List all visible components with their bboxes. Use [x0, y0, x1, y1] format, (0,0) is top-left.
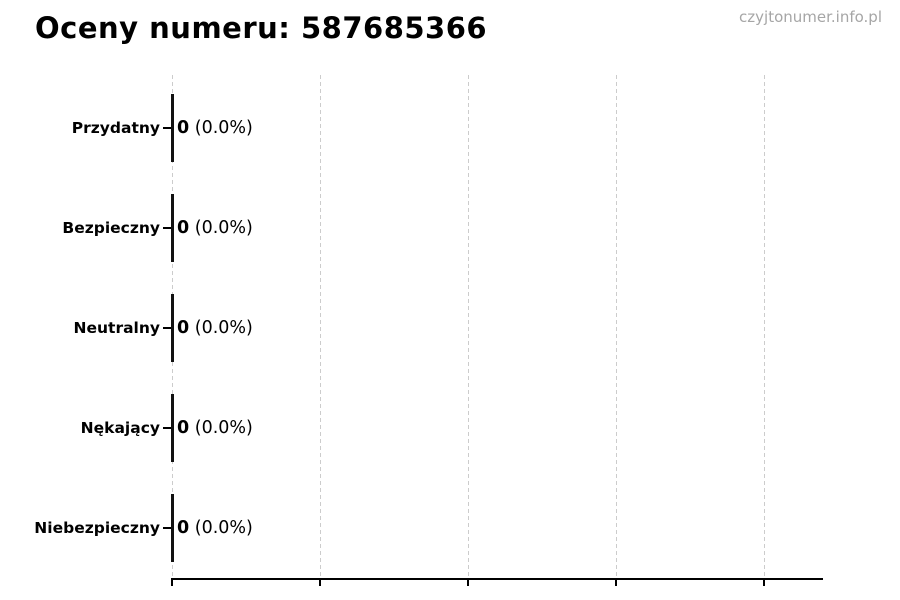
bar-value-percent: (0.0%): [189, 518, 253, 538]
x-axis-line: [171, 578, 823, 580]
x-axis-tick: [467, 580, 469, 586]
vertical-gridline: [615, 75, 617, 578]
bar-value-number: 0: [177, 118, 190, 138]
bar-value-label: 0 (0.0%): [177, 317, 253, 339]
category-label: Nękający: [80, 419, 160, 437]
y-axis-tick: [163, 227, 171, 229]
x-axis-tick: [319, 580, 321, 586]
x-axis-tick: [763, 580, 765, 586]
x-axis-tick: [615, 580, 617, 586]
y-axis-tick: [163, 327, 171, 329]
watermark-text: czyjtonumer.info.pl: [739, 8, 882, 26]
bar-zero-width: [171, 194, 174, 262]
x-axis-tick: [171, 580, 173, 586]
bar-value-number: 0: [177, 418, 190, 438]
bar-value-percent: (0.0%): [189, 318, 253, 338]
bar-zero-width: [171, 294, 174, 362]
bar-value-label: 0 (0.0%): [177, 117, 253, 139]
category-label: Niebezpieczny: [34, 519, 160, 537]
bar-value-label: 0 (0.0%): [177, 417, 253, 439]
bar-zero-width: [171, 394, 174, 462]
bar-value-percent: (0.0%): [189, 118, 253, 138]
chart-title: Oceny numeru: 587685366: [35, 11, 488, 45]
bar-value-number: 0: [177, 218, 190, 238]
bar-zero-width: [171, 494, 174, 562]
y-axis-tick: [163, 427, 171, 429]
bar-value-number: 0: [177, 318, 190, 338]
bar-value-percent: (0.0%): [189, 418, 253, 438]
vertical-gridline: [319, 75, 321, 578]
bar-zero-width: [171, 94, 174, 162]
bar-value-label: 0 (0.0%): [177, 217, 253, 239]
category-label: Bezpieczny: [62, 219, 160, 237]
bar-value-label: 0 (0.0%): [177, 517, 253, 539]
bar-value-number: 0: [177, 518, 190, 538]
vertical-gridline: [763, 75, 765, 578]
y-axis-tick: [163, 527, 171, 529]
category-label: Neutralny: [73, 319, 160, 337]
y-axis-tick: [163, 127, 171, 129]
category-label: Przydatny: [71, 119, 160, 137]
bar-value-percent: (0.0%): [189, 218, 253, 238]
vertical-gridline: [467, 75, 469, 578]
